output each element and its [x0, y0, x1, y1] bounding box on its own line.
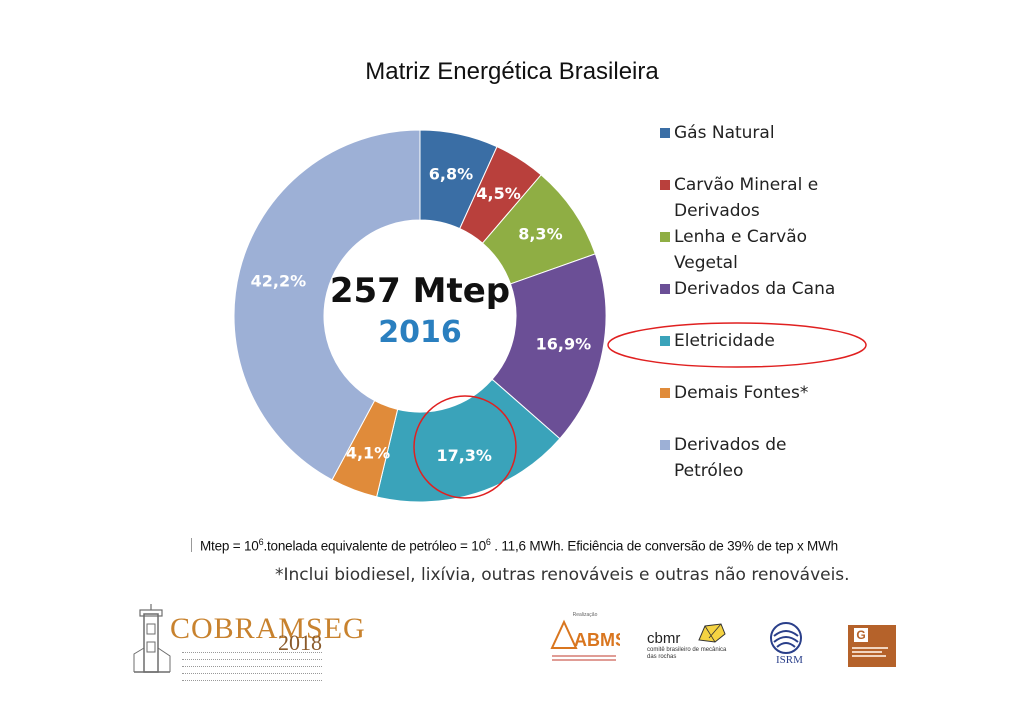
cobramseg-tower-icon	[133, 604, 171, 673]
cbmr-subtitle: comitê brasileiro de mecânica das rochas	[647, 647, 727, 660]
isrm-name: ISRM	[776, 654, 803, 666]
legend-label: Lenha e Carvão Vegetal	[674, 227, 808, 273]
slice-labels-layer: 6,8%4,5% 8,3% 16,9% 17,3% 4,1% 42,2%	[251, 164, 591, 465]
legend-swatch	[660, 284, 670, 294]
slice-label-4: 17,3%	[436, 446, 492, 465]
legend-swatch	[660, 388, 670, 398]
legend-label: Gás Natural	[674, 123, 775, 143]
cbmr-rock-icon	[698, 623, 726, 643]
cbmr-logo: cbmr comitê brasileiro de mecânica das r…	[647, 630, 727, 661]
abms-logo: Realização ABMS	[550, 612, 627, 671]
legend-swatch	[660, 180, 670, 190]
legend-label: Eletricidade	[674, 331, 775, 351]
spg-sublines	[852, 647, 894, 657]
legend-swatch	[660, 440, 670, 450]
spg-logo: G	[848, 625, 896, 667]
formula-text: Mtep = 106.tonelada equivalente de petró…	[200, 537, 838, 554]
legend-item-derivados-cana: Derivados da Cana	[660, 276, 844, 302]
abms-name: ABMS	[574, 630, 620, 650]
spg-letter: G	[854, 628, 868, 642]
formula-part-1: Mtep = 10	[200, 538, 259, 554]
cbmr-name: cbmr	[647, 630, 681, 647]
abms-caption: Realização	[572, 612, 598, 618]
center-year: 2016	[378, 315, 462, 350]
legend-label: Derivados de Petróleo	[674, 435, 787, 481]
cobramseg-sublines	[182, 648, 322, 683]
highlight-circle-slice	[413, 395, 517, 499]
legend-swatch	[660, 128, 670, 138]
legend-item-lenha: Lenha e Carvão Vegetal	[660, 224, 844, 276]
cobramseg-year: 2018	[278, 630, 322, 655]
legend-swatch	[660, 336, 670, 346]
legend-item-eletricidade: Eletricidade	[660, 328, 844, 354]
highlight-ellipse-legend	[607, 322, 867, 368]
text-cursor	[191, 538, 192, 552]
slice-label-0: 6,8%	[429, 164, 473, 183]
slices-layer	[233, 129, 607, 503]
legend-label: Derivados da Cana	[674, 279, 836, 299]
slice-label-1: 4,5%	[476, 184, 520, 203]
legend-label: Carvão Mineral e Derivados	[674, 175, 819, 221]
legend-label: Demais Fontes*	[674, 383, 809, 403]
chart-title: Matriz Energética Brasileira	[365, 58, 659, 85]
formula-part-2: .tonelada equivalente de petróleo = 10	[263, 538, 486, 554]
slice-label-2: 8,3%	[518, 224, 562, 243]
legend-item-gas-natural: Gás Natural	[660, 120, 844, 146]
footnote: *Inclui biodiesel, lixívia, outras renov…	[275, 565, 850, 585]
formula-part-3: . 11,6 MWh. Eficiência de conversão de 3…	[490, 538, 838, 554]
legend-item-demais-fontes: Demais Fontes*	[660, 380, 844, 406]
legend-item-derivados-petroleo: Derivados de Petróleo	[660, 432, 844, 484]
donut-hole	[324, 220, 516, 412]
abms-mark-icon: ABMS	[550, 619, 627, 661]
legend-item-carvao-mineral: Carvão Mineral e Derivados	[660, 172, 844, 224]
cobramseg-name: COBRAMSEG	[170, 612, 366, 645]
legend-swatch	[660, 232, 670, 242]
slice-label-6: 42,2%	[251, 271, 307, 290]
center-value: 257 Mtep	[330, 271, 510, 311]
slice-label-3: 16,9%	[536, 335, 592, 354]
formula-sup-1: 6	[258, 537, 264, 547]
formula-sup-2: 6	[485, 537, 491, 547]
slice-label-5: 4,1%	[346, 443, 390, 462]
cobramseg-logo: COBRAMSEG 2018	[170, 612, 366, 681]
isrm-globe-icon	[770, 622, 802, 654]
